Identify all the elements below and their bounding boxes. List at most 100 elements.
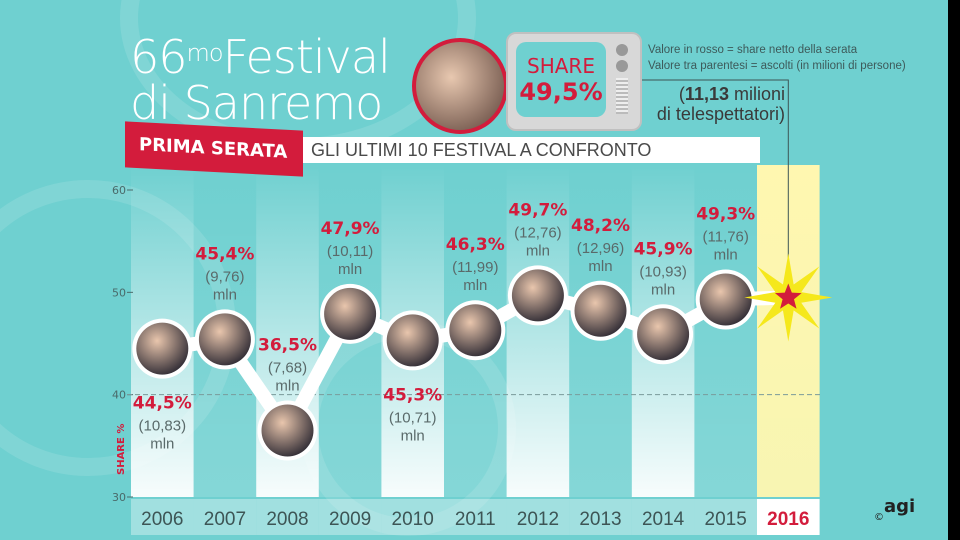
year-cell-2013: [569, 499, 632, 535]
audience-unit: mln: [401, 427, 425, 444]
year-cell-2006: [131, 499, 194, 535]
audience-label: (11,99): [452, 259, 498, 276]
year-cell-2016: [757, 499, 820, 535]
audience-label: (11,76): [702, 228, 748, 245]
audience-unit: mln: [463, 277, 487, 294]
share-label: 45,4%: [195, 244, 254, 264]
agi-logo: © agi: [874, 496, 916, 523]
page-title: 66moFestival: [130, 34, 391, 80]
host-photo-2008: [261, 404, 314, 457]
viewers-paren: (: [678, 84, 685, 104]
legend-line-2: Valore tra parentesi = ascolti (in milio…: [648, 60, 906, 72]
viewers-2016: (11,13 milioni di telespettatori): [640, 84, 785, 124]
pointer-line: [642, 79, 789, 278]
year-cell-2007: [193, 499, 257, 535]
hosts-photo: [412, 38, 508, 134]
year-label: 2013: [579, 509, 621, 530]
legend-line-1: Valore in rosso = share netto della sera…: [648, 44, 858, 56]
year-cell-2011: [444, 499, 507, 535]
tv-knob-icon: [616, 44, 628, 56]
year-label: 2006: [141, 509, 183, 530]
audience-label: (9,76): [205, 268, 244, 285]
year-label: 2008: [266, 509, 308, 530]
share-label: 44,5%: [133, 394, 192, 414]
tv-share-box: SHARE 49,5%: [506, 32, 642, 131]
host-photo-2010: [386, 314, 439, 367]
share-label: 45,9%: [634, 239, 693, 259]
year-label: 2009: [329, 509, 371, 530]
banner: PRIMA SERATA GLI ULTIMI 10 FESTIVAL A CO…: [125, 121, 760, 177]
viewers-value: 11,13: [684, 84, 729, 104]
star-icon: [774, 283, 802, 309]
year-label: 2011: [455, 509, 496, 530]
year-label: 2015: [705, 509, 747, 530]
year-label: 2010: [392, 509, 434, 530]
year-cell-2014: [631, 499, 695, 535]
host-photo-2011: [449, 304, 502, 357]
y-tick-label: 30: [112, 491, 126, 504]
tv-share-value: 49,5%: [519, 78, 603, 106]
tv-speaker-icon: [616, 78, 628, 114]
host-photo-2015: [699, 273, 752, 326]
host-photo-2006: [136, 322, 189, 375]
viewers-line-2: di telespettatori): [656, 104, 785, 124]
share-label: 49,7%: [508, 200, 567, 220]
host-photo-2012: [511, 269, 564, 322]
audience-unit: mln: [714, 246, 738, 263]
audience-label: (7,68): [268, 359, 307, 376]
title-number: 66: [130, 30, 188, 84]
audience-unit: mln: [213, 286, 237, 303]
year-cell-2010: [381, 499, 444, 535]
audience-label: (12,76): [514, 224, 562, 241]
title-festival: Festival: [222, 30, 391, 84]
title-sup: mo: [186, 39, 224, 67]
y-tick-label: 40: [112, 389, 126, 402]
viewers-unit: milioni: [728, 84, 785, 104]
year-label: 2014: [642, 509, 685, 530]
year-label: 2007: [204, 509, 246, 530]
banner-white: GLI ULTIMI 10 FESTIVAL A CONFRONTO: [303, 137, 760, 163]
banner-white-text: GLI ULTIMI 10 FESTIVAL A CONFRONTO: [311, 140, 652, 160]
legend: Valore in rosso = share netto della sera…: [648, 42, 906, 74]
audience-unit: mln: [338, 261, 362, 278]
audience-unit: mln: [150, 436, 174, 453]
tv-screen: SHARE 49,5%: [516, 42, 606, 117]
y-tick-label: 50: [112, 286, 126, 299]
year-cell-2012: [506, 499, 570, 535]
share-label: 49,3%: [696, 204, 755, 224]
column-2012: [506, 165, 570, 497]
year-cell-2015: [694, 499, 757, 535]
tv-knob-icon: [616, 60, 628, 72]
share-label: 48,2%: [571, 216, 630, 236]
audience-label: (10,83): [139, 418, 187, 435]
audience-unit: mln: [651, 281, 675, 298]
share-label: 47,9%: [321, 219, 380, 239]
audience-unit: mln: [275, 377, 299, 394]
year-cell-2008: [256, 499, 319, 535]
year-label: 2016: [767, 509, 809, 530]
audience-label: (10,93): [639, 263, 687, 280]
audience-unit: mln: [588, 258, 612, 275]
agi-logo-text: agi: [884, 496, 916, 517]
share-label: 46,3%: [446, 235, 505, 255]
copyright: ©: [874, 512, 884, 523]
page-subtitle: di Sanremo: [130, 76, 383, 130]
y-axis-label: SHARE %: [116, 424, 127, 475]
share-label: 36,5%: [258, 335, 317, 355]
column-2015: [694, 165, 757, 497]
share-label: 45,3%: [383, 385, 442, 405]
audience-label: (10,71): [389, 409, 437, 426]
audience-unit: mln: [526, 242, 550, 259]
audience-label: (12,96): [577, 240, 625, 257]
audience-label: (10,11): [327, 243, 373, 260]
host-photo-2013: [574, 284, 627, 337]
tv-share-label: SHARE: [527, 54, 595, 78]
y-tick-label: 60: [112, 184, 126, 197]
host-photo-2014: [637, 308, 690, 361]
host-photo-2009: [324, 287, 377, 340]
host-photo-2007: [198, 313, 251, 366]
banner-red: PRIMA SERATA: [125, 121, 303, 177]
year-label: 2012: [517, 509, 559, 530]
